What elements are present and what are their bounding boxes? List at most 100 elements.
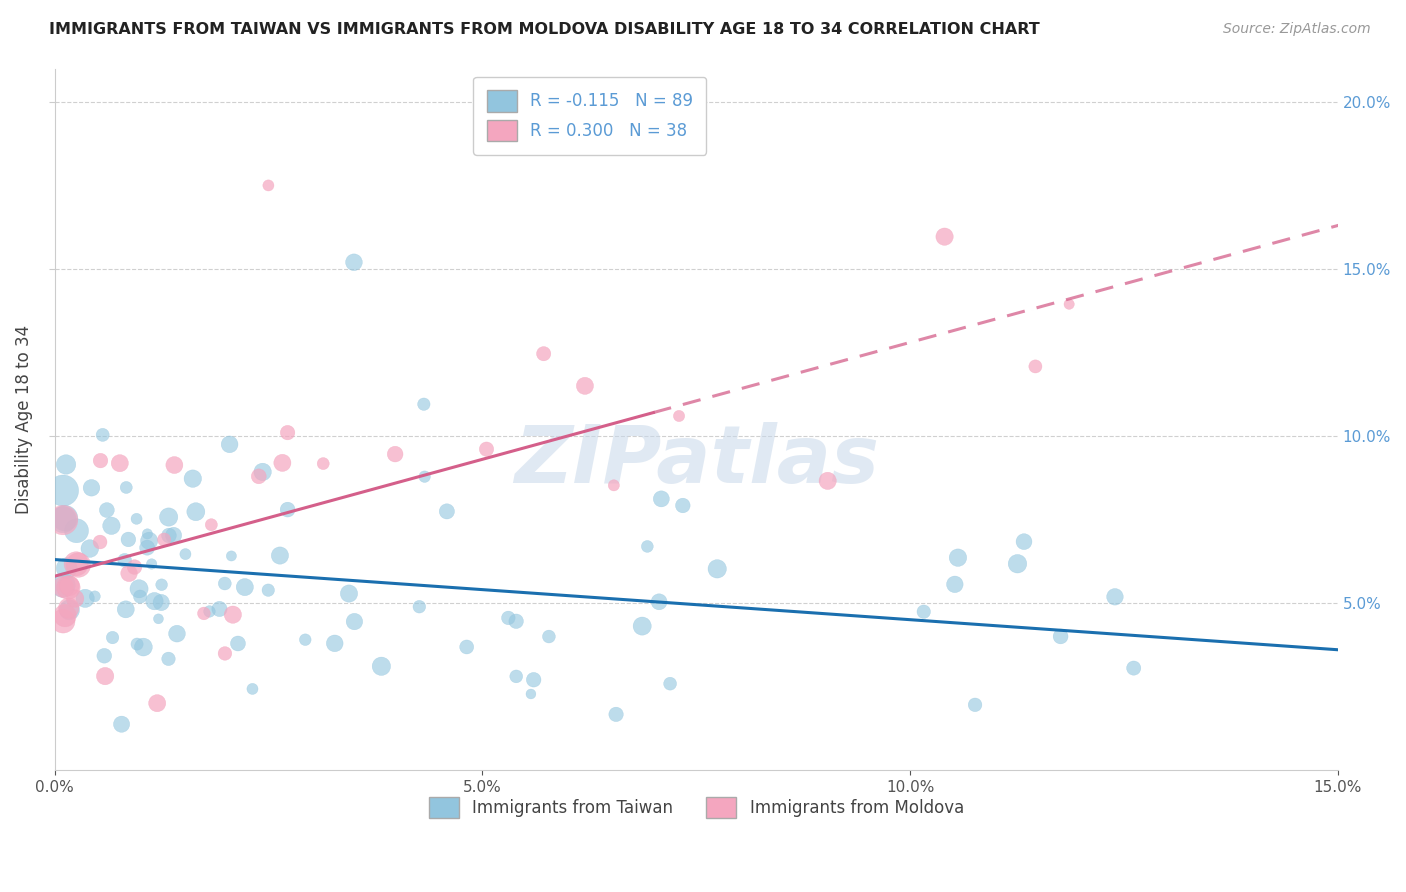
Point <box>294 632 316 647</box>
Point <box>370 659 392 673</box>
Point <box>52 580 75 594</box>
Point <box>436 504 458 518</box>
Point <box>271 456 294 470</box>
Point <box>55 458 77 472</box>
Point <box>672 499 695 513</box>
Point <box>659 676 682 690</box>
Point <box>52 614 75 628</box>
Point <box>96 503 118 517</box>
Point <box>58 581 80 595</box>
Point <box>132 640 155 654</box>
Point <box>184 505 207 519</box>
Point <box>343 255 366 269</box>
Point <box>80 481 103 495</box>
Point <box>965 698 987 712</box>
Point <box>89 535 111 549</box>
Point <box>115 480 138 494</box>
Point <box>157 510 180 524</box>
Point <box>58 603 80 617</box>
Point <box>323 636 346 650</box>
Point <box>574 379 596 393</box>
Point <box>337 586 360 600</box>
Point <box>143 594 166 608</box>
Point <box>148 612 170 626</box>
Point <box>631 619 654 633</box>
Point <box>520 687 543 701</box>
Point <box>124 560 146 574</box>
Point <box>650 491 672 506</box>
Point <box>412 397 434 411</box>
Point <box>817 474 839 488</box>
Point <box>166 626 188 640</box>
Point <box>65 524 87 538</box>
Point <box>603 478 626 492</box>
Point <box>110 717 132 731</box>
Point <box>214 647 236 661</box>
Point <box>53 511 76 525</box>
Point <box>537 630 560 644</box>
Point <box>312 457 335 471</box>
Point <box>475 442 498 457</box>
Point <box>1104 590 1126 604</box>
Point <box>53 608 76 623</box>
Point <box>200 517 222 532</box>
Text: ZIPatlas: ZIPatlas <box>513 422 879 500</box>
Point <box>118 566 141 581</box>
Point <box>67 558 90 572</box>
Point <box>269 549 291 563</box>
Point <box>498 611 520 625</box>
Point <box>79 541 101 556</box>
Point <box>221 549 243 563</box>
Point <box>153 533 176 547</box>
Point <box>233 580 256 594</box>
Point <box>413 469 436 483</box>
Point <box>150 595 173 609</box>
Point <box>505 614 527 628</box>
Point <box>91 428 114 442</box>
Point <box>214 576 236 591</box>
Point <box>150 578 173 592</box>
Point <box>226 636 249 650</box>
Point <box>706 562 728 576</box>
Point <box>257 583 280 598</box>
Point <box>257 178 280 193</box>
Point <box>242 681 264 696</box>
Point <box>58 579 80 593</box>
Point <box>1049 629 1071 643</box>
Point <box>1122 661 1144 675</box>
Point <box>408 599 430 614</box>
Point <box>247 469 270 483</box>
Point <box>181 472 204 486</box>
Point <box>65 557 87 571</box>
Point <box>52 513 75 527</box>
Point <box>136 527 159 541</box>
Point <box>52 483 75 498</box>
Point <box>1024 359 1046 374</box>
Point <box>94 669 117 683</box>
Point <box>934 229 956 244</box>
Point <box>162 528 184 542</box>
Point <box>141 557 163 571</box>
Point <box>252 465 274 479</box>
Point <box>384 447 406 461</box>
Point <box>157 652 180 666</box>
Point <box>146 696 169 710</box>
Point <box>193 607 215 621</box>
Point <box>943 577 966 591</box>
Point <box>128 582 150 596</box>
Point <box>136 541 159 555</box>
Point <box>1007 557 1029 571</box>
Point <box>125 512 148 526</box>
Point <box>174 547 197 561</box>
Legend: Immigrants from Taiwan, Immigrants from Moldova: Immigrants from Taiwan, Immigrants from … <box>422 790 970 825</box>
Point <box>946 550 969 565</box>
Point <box>533 347 555 361</box>
Point <box>277 502 299 516</box>
Point <box>648 595 671 609</box>
Point <box>157 528 180 542</box>
Point <box>138 533 160 548</box>
Point <box>114 553 136 567</box>
Point <box>163 458 186 472</box>
Point <box>55 561 77 575</box>
Point <box>89 453 111 467</box>
